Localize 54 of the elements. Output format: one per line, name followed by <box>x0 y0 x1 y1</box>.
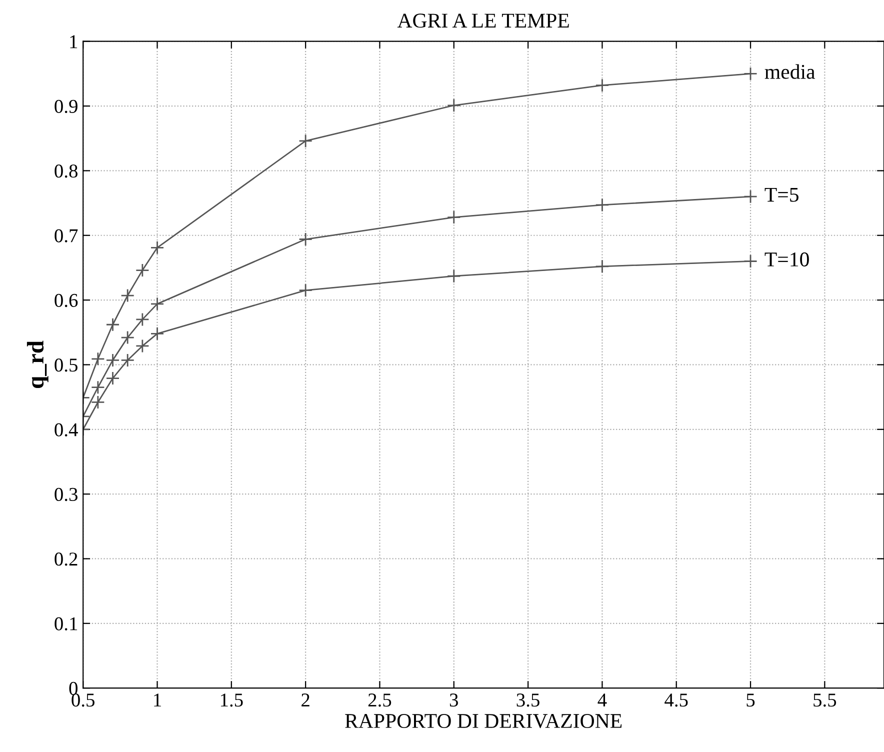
point <box>135 339 150 353</box>
x-tick-label: 3.5 <box>516 694 540 707</box>
x-tick-label: 2 <box>302 694 310 706</box>
point <box>744 66 758 81</box>
point <box>106 353 120 368</box>
point <box>298 134 313 148</box>
point <box>120 353 135 368</box>
point <box>106 371 120 386</box>
y-tick-label: 0.5 <box>54 358 78 372</box>
point <box>595 198 610 212</box>
point <box>135 263 150 278</box>
point <box>744 254 758 268</box>
point <box>90 380 105 394</box>
point <box>120 288 135 302</box>
point <box>446 269 461 284</box>
point <box>150 326 164 341</box>
y-tick-label: 0 <box>69 682 78 696</box>
y-tick-label: 1 <box>70 35 78 48</box>
point <box>90 352 105 366</box>
point <box>120 330 135 345</box>
point <box>135 312 150 326</box>
y-tick-label: 0.1 <box>54 617 78 630</box>
y-tick-label: 0.3 <box>54 488 78 502</box>
point <box>446 210 461 224</box>
series-label: T=10 <box>764 252 809 266</box>
chart-title: AGRI A LE TEMPE <box>397 14 569 28</box>
y-tick-label: 0.7 <box>54 229 78 242</box>
y-tick-label: 0.4 <box>54 423 78 436</box>
x-axis-title: RAPPORTO DI DERIVAZIONE <box>345 714 622 728</box>
x-tick-label: 4.5 <box>664 694 688 707</box>
point <box>150 240 164 255</box>
y-tick-label: 0.8 <box>54 164 78 178</box>
point <box>90 395 105 410</box>
y-axis-title: q_rd <box>26 340 48 388</box>
point <box>106 318 120 332</box>
x-tick-label: 4 <box>598 694 607 706</box>
x-tick-label: 2.5 <box>368 694 392 707</box>
point <box>150 296 164 311</box>
point <box>595 259 610 274</box>
point <box>595 78 610 92</box>
y-tick-label: 0.2 <box>54 552 78 566</box>
y-tick-label: 0.6 <box>54 294 78 308</box>
point <box>744 190 758 204</box>
point <box>298 232 313 246</box>
x-tick-label: 3 <box>450 694 458 707</box>
point <box>298 283 313 298</box>
x-tick-label: 5.5 <box>814 694 836 707</box>
y-tick-label: 0.9 <box>54 100 78 114</box>
x-tick-label: 5 <box>746 694 755 707</box>
series-label: T=5 <box>764 188 798 202</box>
x-tick-label: 1 <box>154 694 161 706</box>
point <box>446 98 461 112</box>
series-label: media <box>764 64 816 79</box>
x-tick-label: 1.5 <box>220 694 243 707</box>
